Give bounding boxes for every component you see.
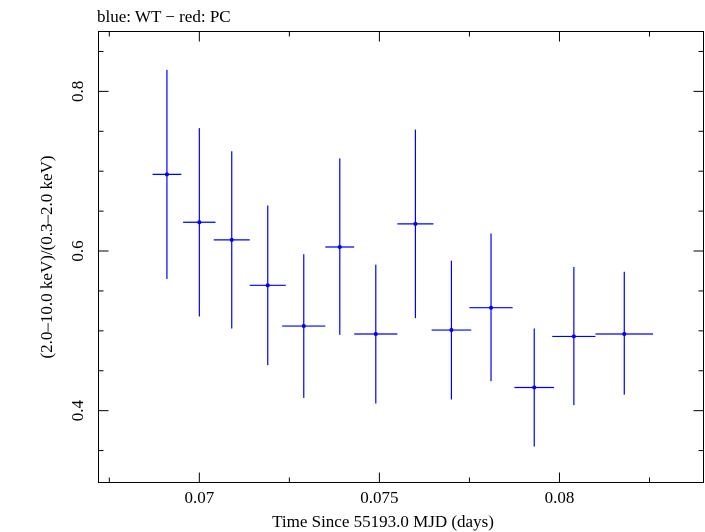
- data-point: [397, 129, 434, 319]
- x-tick-label: 0.07: [184, 488, 214, 507]
- point-marker: [532, 385, 537, 390]
- x-tick-label: 0.08: [545, 488, 575, 507]
- data-point: [325, 158, 355, 335]
- point-marker: [229, 237, 234, 242]
- point-marker: [164, 172, 169, 177]
- chart-title: blue: WT − red: PC: [97, 7, 231, 26]
- point-marker: [337, 245, 342, 250]
- data-point: [354, 264, 398, 404]
- y-axis-label: (2.0–10.0 keV)/(0.3–2.0 keV): [37, 155, 56, 358]
- data-series: [152, 69, 654, 447]
- y-axis-ticks: 0.4 0.6 0.8: [68, 50, 704, 452]
- data-point: [431, 260, 472, 400]
- point-marker: [301, 324, 306, 329]
- point-marker: [489, 305, 494, 310]
- point-marker: [373, 332, 378, 337]
- data-point: [183, 128, 216, 317]
- x-tick-label: 0.075: [360, 488, 398, 507]
- plot-frame: [98, 31, 704, 483]
- data-point: [469, 233, 513, 382]
- y-tick-label: 0.8: [68, 81, 87, 102]
- data-point: [595, 271, 654, 395]
- point-marker: [449, 328, 454, 333]
- x-axis-label: Time Since 55193.0 MJD (days): [272, 512, 494, 531]
- y-tick-label: 0.4: [68, 400, 87, 422]
- data-point: [249, 205, 286, 366]
- data-point: [282, 254, 326, 398]
- data-point: [152, 69, 182, 279]
- point-marker: [265, 283, 270, 288]
- point-marker: [413, 221, 418, 226]
- y-tick-label: 0.6: [68, 240, 87, 261]
- point-marker: [622, 332, 627, 337]
- data-point: [213, 151, 250, 329]
- point-marker: [571, 334, 576, 339]
- data-point: [514, 328, 555, 447]
- point-marker: [197, 220, 202, 225]
- data-point: [552, 266, 596, 406]
- x-axis-ticks: 0.07 0.075 0.08: [108, 31, 650, 507]
